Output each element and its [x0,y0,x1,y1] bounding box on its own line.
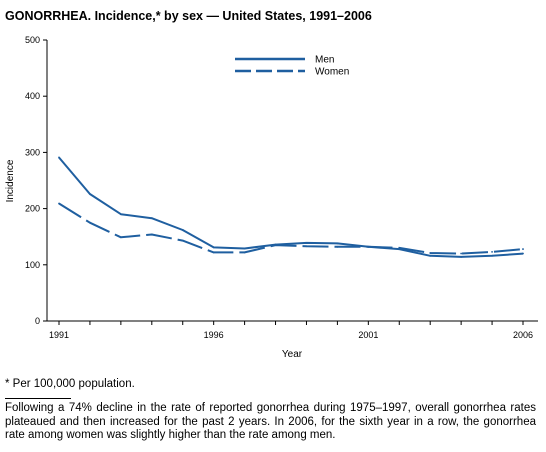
series-line-women [58,202,524,255]
data-point-women [522,248,524,250]
data-point-men [243,247,246,250]
data-point-men [305,241,308,244]
data-point-women [398,247,401,249]
data-point-women [460,252,463,255]
data-point-men [150,217,153,220]
x-axis-ticks: 1991 1996 2001 2006 [49,321,533,340]
y-axis-ticks: 0 100 200 300 400 500 [25,35,47,326]
data-point-men [336,242,339,245]
legend-label-women: Women [315,67,349,78]
data-point-women [212,251,215,254]
caption-text: Following a 74% decline in the rate of r… [5,402,536,441]
y-tick-label: 300 [25,147,40,157]
data-point-men [429,254,432,257]
data-point-women [274,244,277,247]
data-point-women [243,251,246,254]
data-point-women [336,245,339,248]
caption-divider [5,398,71,399]
chart-title: GONORRHEA. Incidence,* by sex — United S… [5,9,372,23]
data-point-men [89,193,91,195]
data-point-women [429,252,432,254]
incidence-line-chart: 0 100 200 300 400 500 1991 1996 2001 2006 MenWom… [5,35,538,360]
data-point-men [460,256,463,258]
x-axis-label: Year [282,349,303,360]
data-point-men [522,252,524,255]
data-point-women [305,245,308,248]
data-point-women [150,233,153,236]
data-point-women [491,250,493,253]
y-tick-label: 0 [35,316,40,326]
x-tick-label: 1991 [49,330,69,340]
data-point-men [212,246,215,249]
data-point-men [181,229,184,231]
data-point-women [181,239,184,242]
series-line-men [58,156,524,258]
y-tick-label: 200 [25,204,40,214]
y-tick-label: 400 [25,91,40,101]
series-lines [58,156,524,258]
y-tick-label: 500 [25,35,40,45]
data-point-women [119,236,122,239]
legend-label-men: Men [315,55,334,66]
x-tick-label: 1996 [204,330,224,340]
data-point-men [119,213,122,216]
x-tick-label: 2001 [358,330,378,340]
footnote: * Per 100,000 population. [5,378,135,390]
x-tick-label: 2006 [513,330,533,340]
y-axis-label: Incidence [5,159,16,202]
data-point-women [58,202,60,205]
data-point-men [58,156,60,159]
data-point-women [367,245,370,248]
data-point-women [89,221,91,224]
data-point-men [491,254,493,257]
y-tick-label: 100 [25,260,40,270]
axes [46,40,538,322]
